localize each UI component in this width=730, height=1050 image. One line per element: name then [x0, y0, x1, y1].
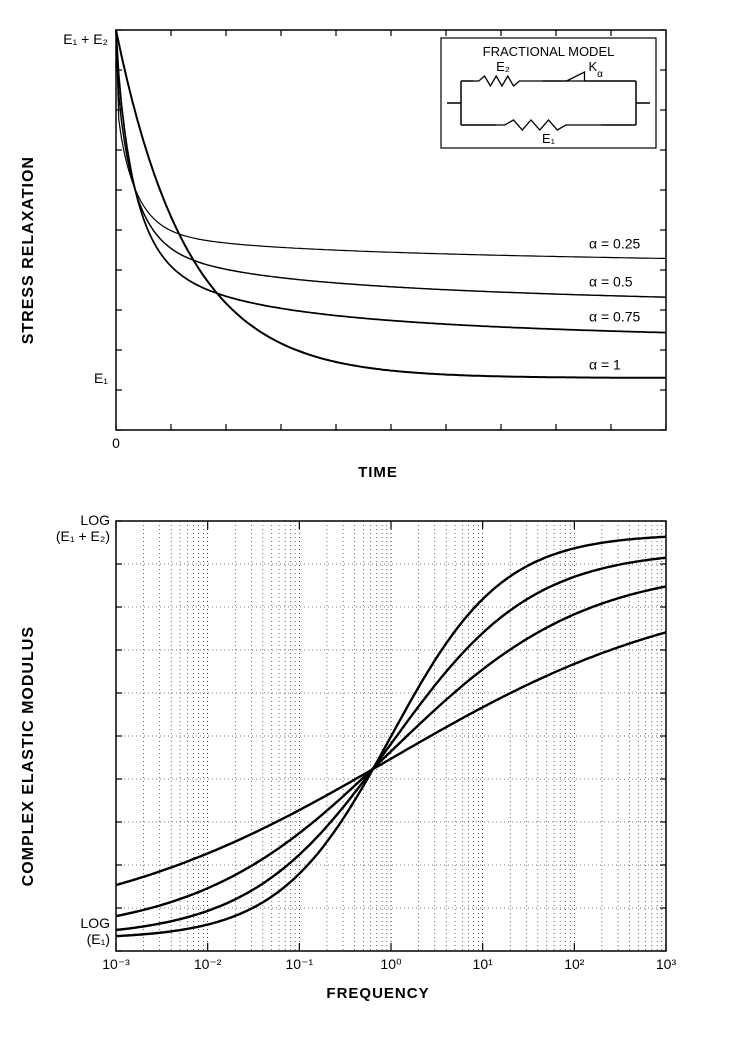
svg-text:10⁻³: 10⁻³ — [102, 956, 130, 972]
svg-text:α = 0.75: α = 0.75 — [589, 309, 641, 325]
svg-text:(E₁ + E₂): (E₁ + E₂) — [56, 528, 110, 544]
svg-text:E₂: E₂ — [496, 59, 510, 74]
bottom-ylabel: COMPLEX ELASTIC MODULUS — [20, 626, 38, 886]
bottom-xlabel: FREQUENCY — [46, 985, 710, 1002]
svg-text:E₁: E₁ — [542, 131, 556, 146]
figure-container: STRESS RELAXATION E₁ + E₂ E₁ 0 α = 0.25 α = … — [20, 20, 710, 1002]
svg-text:10⁻¹: 10⁻¹ — [286, 956, 314, 972]
svg-text:LOG: LOG — [80, 915, 110, 931]
top-plot-wrap: E₁ + E₂ E₁ 0 α = 0.25 α = 0.5 α = 0.75 α = 1 FR… — [46, 20, 710, 481]
svg-text:α = 0.5: α = 0.5 — [589, 273, 633, 289]
svg-text:E₁ + E₂: E₁ + E₂ — [63, 31, 108, 47]
svg-text:10⁻²: 10⁻² — [194, 956, 222, 972]
top-xlabel: TIME — [46, 464, 710, 481]
svg-text:α = 1: α = 1 — [589, 356, 621, 372]
bottom-panel: COMPLEX ELASTIC MODULUS 10⁻³ 10⁻² 10⁻¹ 10⁰ 1… — [20, 511, 710, 1002]
svg-text:FRACTIONAL MODEL: FRACTIONAL MODEL — [483, 44, 615, 59]
svg-text:α = 0.25: α = 0.25 — [589, 236, 641, 252]
top-chart: E₁ + E₂ E₁ 0 α = 0.25 α = 0.5 α = 0.75 α = 1 FR… — [46, 20, 686, 460]
svg-text:0: 0 — [112, 435, 120, 451]
svg-text:10²: 10² — [564, 956, 585, 972]
top-ylabel: STRESS RELAXATION — [20, 156, 38, 344]
svg-text:E₁: E₁ — [94, 370, 108, 386]
svg-text:LOG: LOG — [80, 512, 110, 528]
svg-text:10⁰: 10⁰ — [380, 956, 402, 972]
svg-text:10¹: 10¹ — [473, 956, 494, 972]
top-panel: STRESS RELAXATION E₁ + E₂ E₁ 0 α = 0.25 α = … — [20, 20, 710, 481]
bottom-chart: 10⁻³10⁻²10⁻¹10⁰10¹10²10³LOG(E₁ + E₂)LOG(… — [46, 511, 686, 981]
bottom-plot-wrap: 10⁻³10⁻²10⁻¹10⁰10¹10²10³LOG(E₁ + E₂)LOG(… — [46, 511, 710, 1002]
svg-text:10³: 10³ — [656, 956, 677, 972]
svg-text:(E₁): (E₁) — [87, 931, 110, 947]
